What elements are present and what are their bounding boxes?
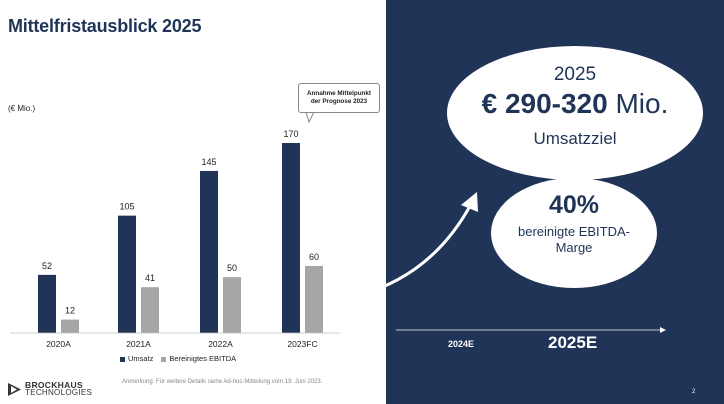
footnote: Anmerkung: Für weitere Details siehe Ad-… xyxy=(122,379,323,385)
timeline-label-2024: 2024E xyxy=(448,339,475,349)
x-tick-label-2020A: 2020A xyxy=(46,339,71,349)
data-label-umsatz-2022A: 145 xyxy=(201,157,216,167)
page-title: Mittelfristausblick 2025 xyxy=(8,16,202,36)
margin-target-value: 40% xyxy=(548,191,600,219)
revenue-target-bubble xyxy=(447,46,703,180)
revenue-target-label: Umsatzziel xyxy=(533,129,617,148)
legend-item-umsatz: Umsatz xyxy=(120,354,153,363)
bar-ebitda-2022A xyxy=(223,277,241,333)
x-tick-label-2022A: 2022A xyxy=(208,339,233,349)
bar-umsatz-2021A xyxy=(118,215,136,333)
chart-panel xyxy=(0,0,386,404)
legend-item-ebitda: Bereinigtes EBITDA xyxy=(161,354,236,363)
timeline-label-2025: 2025E xyxy=(548,333,598,352)
revenue-range-value: € 290-320 xyxy=(481,88,608,119)
data-label-ebitda-2021A: 41 xyxy=(145,273,155,283)
callout-box: Annahme Mittelpunkt der Prognose 2023 xyxy=(298,83,380,113)
bars-group: 52 12 2020A 105 41 2021A 145 50 2022A 170 60 2023FC xyxy=(38,129,323,349)
data-label-umsatz-2021A: 105 xyxy=(119,202,134,212)
x-tick-label-2021A: 2021A xyxy=(126,339,151,349)
callout-pointer-icon xyxy=(305,111,315,124)
bar-ebitda-2020A xyxy=(61,319,79,333)
legend-label-ebitda: Bereinigtes EBITDA xyxy=(169,354,237,363)
margin-target-bubble xyxy=(491,178,657,288)
bar-umsatz-2020A xyxy=(38,274,56,333)
bar-ebitda-2021A xyxy=(141,287,159,333)
company-logo: BROCKHAUS TECHNOLOGIES xyxy=(8,381,92,397)
data-label-ebitda-2022A: 50 xyxy=(227,263,237,273)
bar-umsatz-2022A xyxy=(200,170,218,333)
brockhaus-logo-icon xyxy=(8,382,21,396)
legend-label-umsatz: Umsatz xyxy=(128,354,154,363)
margin-label-line-2: Marge xyxy=(555,240,593,255)
bar-ebitda-2023FC xyxy=(305,265,323,333)
margin-target-label: bereinigte EBITDA- Marge xyxy=(491,224,657,256)
data-label-umsatz-2023FC: 170 xyxy=(283,129,298,139)
page-number: 2 xyxy=(692,389,696,395)
data-label-ebitda-2020A: 12 xyxy=(65,306,75,316)
x-tick-label-2023FC: 2023FC xyxy=(287,339,317,349)
logo-line-1: BROCKHAUS xyxy=(25,380,83,390)
data-label-umsatz-2020A: 52 xyxy=(42,261,52,271)
data-label-ebitda-2023FC: 60 xyxy=(309,252,319,262)
target-year: 2025 xyxy=(553,64,597,85)
legend-swatch-icon xyxy=(161,356,167,362)
legend-swatch-icon xyxy=(120,356,125,362)
timeline-arrowhead-icon xyxy=(660,327,666,333)
bar-umsatz-2023FC xyxy=(282,143,300,333)
margin-label-line-1: bereinigte EBITDA- xyxy=(518,224,630,239)
callout-line-2: der Prognose 2023 xyxy=(310,98,368,105)
logo-line-2: TECHNOLOGIES xyxy=(25,388,93,397)
growth-arrow-icon xyxy=(339,205,472,301)
callout-line-1: Annahme Mittelpunkt xyxy=(306,90,372,97)
chart-legend: Umsatz Bereinigtes EBITDA xyxy=(120,354,236,363)
unit-label: (€ Mio.) xyxy=(8,104,36,113)
growth-arrowhead-icon xyxy=(461,192,478,212)
revenue-range-unit: Mio. xyxy=(607,88,669,119)
revenue-target-range: € 290-320 Mio. xyxy=(447,88,703,120)
